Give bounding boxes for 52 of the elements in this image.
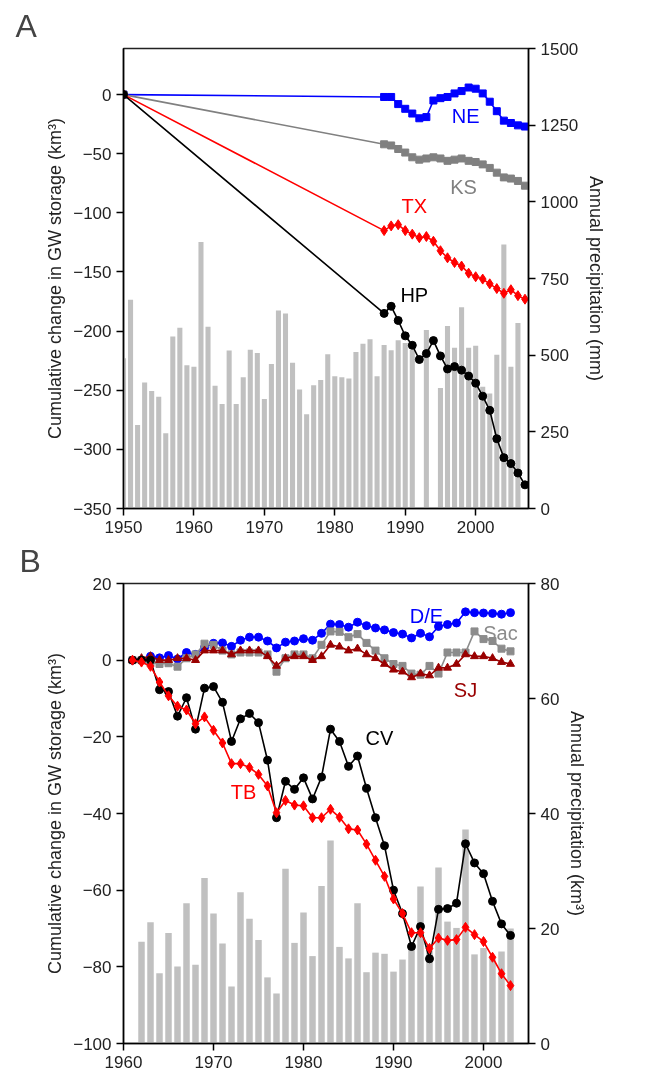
y-tick-label: −300 xyxy=(73,440,112,460)
y2-axis-title: Annual precipitation (mm) xyxy=(586,175,607,382)
y2-axis-title: Annual precipitation (km³) xyxy=(567,710,588,917)
y-tick-label: −40 xyxy=(82,804,112,824)
series-label: KS xyxy=(450,176,477,199)
y2-tick-label: 40 xyxy=(540,804,560,824)
series-label: D/E xyxy=(409,604,444,627)
y-tick-label: −80 xyxy=(82,957,112,977)
x-tick-label: 1970 xyxy=(245,517,284,537)
x-tick-label: 1990 xyxy=(386,517,425,537)
x-tick-label: 1950 xyxy=(104,517,143,537)
x-tick-label: 2000 xyxy=(456,517,495,537)
y-tick-label: 20 xyxy=(92,574,112,594)
series-label: TX xyxy=(401,195,428,218)
chart-title: A xyxy=(15,7,38,44)
chart-title: B xyxy=(19,542,41,579)
y-tick-label: −60 xyxy=(82,881,112,901)
y-axis-title: Cumulative change in GW storage (km³) xyxy=(45,117,66,440)
series-label: SJ xyxy=(453,679,478,702)
y2-tick-label: 1500 xyxy=(540,39,579,59)
y2-tick-label: 250 xyxy=(540,422,569,442)
y2-tick-label: 60 xyxy=(540,689,560,709)
x-tick-label: 1960 xyxy=(175,517,213,537)
y-tick-label: −100 xyxy=(73,1034,112,1054)
x-tick-label: 1980 xyxy=(284,1052,323,1071)
y2-tick-label: 80 xyxy=(540,574,560,594)
y-tick-label: −150 xyxy=(73,263,112,282)
series-label: HP xyxy=(400,284,429,307)
y-tick-label: −200 xyxy=(73,322,112,342)
y2-tick-label: 20 xyxy=(540,919,560,939)
series-label: TB xyxy=(230,780,257,803)
y2-tick-label: 0 xyxy=(540,1034,550,1054)
y-tick-label: −100 xyxy=(73,203,112,223)
y2-tick-label: 750 xyxy=(540,269,569,289)
y2-tick-label: 1000 xyxy=(540,192,579,212)
x-tick-label: 1970 xyxy=(194,1052,233,1071)
y-tick-label: −50 xyxy=(82,144,112,164)
y2-tick-label: 500 xyxy=(540,346,569,366)
series-label: CV xyxy=(365,727,395,749)
y2-tick-label: 1250 xyxy=(540,116,579,136)
y-tick-label: −350 xyxy=(73,499,112,519)
series-label: NE xyxy=(451,105,480,128)
y-tick-label: 0 xyxy=(102,651,112,671)
y-tick-label: 0 xyxy=(102,85,112,105)
x-tick-label: 1990 xyxy=(374,1052,413,1071)
y-tick-label: −20 xyxy=(82,727,112,747)
y-tick-label: −250 xyxy=(73,381,112,401)
y-axis-title: Cumulative change in GW storage (km³) xyxy=(45,652,66,975)
x-tick-label: 2000 xyxy=(464,1052,503,1071)
x-tick-label: 1960 xyxy=(104,1052,143,1071)
x-tick-label: 1980 xyxy=(315,517,354,537)
y2-tick-label: 0 xyxy=(540,499,550,519)
